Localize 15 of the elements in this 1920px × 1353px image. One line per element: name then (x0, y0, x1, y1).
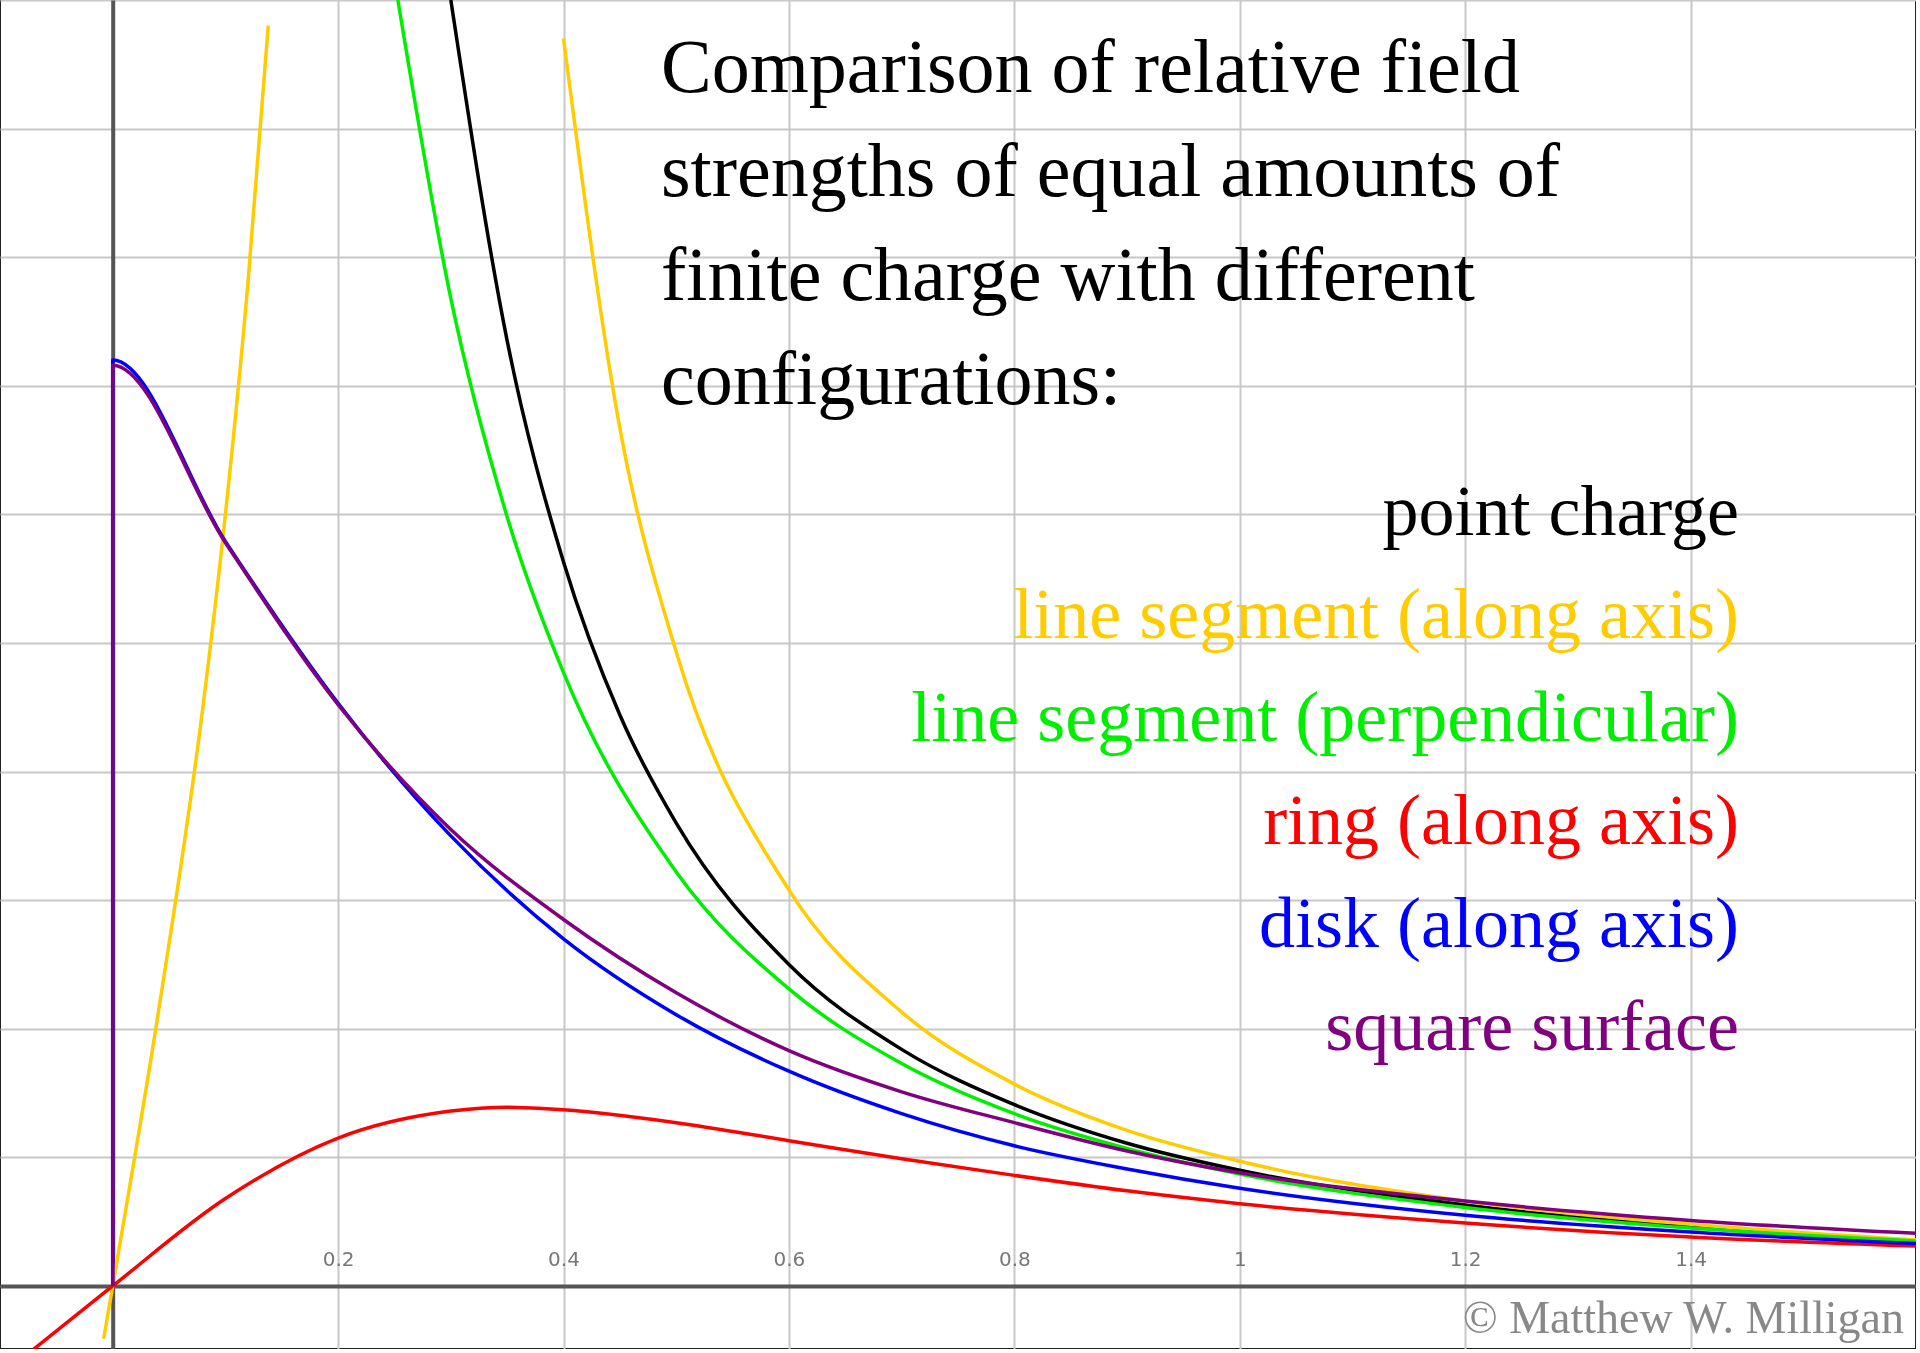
text: line segment (perpendicular) (911, 677, 1739, 757)
series-label: square surface (1325, 986, 1739, 1066)
x-tick-label: 0.2 (322, 1247, 355, 1272)
x-tick-label: 0.6 (773, 1247, 806, 1272)
x-tick-label: 0.4 (548, 1247, 580, 1272)
x-tick-label: 1.4 (1675, 1247, 1707, 1272)
x-tick-label: 0.8 (998, 1247, 1031, 1272)
text: ring (along axis) (1263, 780, 1739, 860)
x-tick-label: 1.2 (1449, 1247, 1482, 1272)
text: line segment (along axis) (1013, 574, 1739, 654)
x-tick-label: 1 (1233, 1247, 1247, 1272)
annotation: © Matthew W. Milligan (1462, 1292, 1904, 1343)
text: disk (along axis) (1259, 883, 1739, 963)
text: Comparison of relative field strengths of equal amounts of finite charge with different configurations: (661, 24, 1561, 420)
text: point charge (1382, 471, 1739, 551)
